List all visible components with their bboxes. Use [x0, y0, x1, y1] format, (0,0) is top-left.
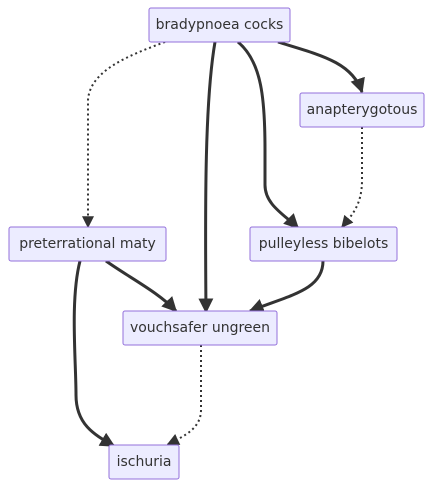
edge-bradypnoea-to-anapterygotous [277, 40, 365, 94]
nodes: bradypnoea cocks anapterygotous preterra… [8, 7, 425, 480]
node-anapterygotous[interactable]: anapterygotous [299, 92, 425, 128]
node-label: anapterygotous [307, 102, 418, 118]
node-ischuria[interactable]: ischuria [108, 444, 180, 480]
node-preterrational-maty[interactable]: preterrational maty [8, 226, 167, 262]
edge-preterrational-to-vouchsafer [105, 259, 178, 313]
node-label: bradypnoea cocks [156, 17, 284, 33]
node-label: vouchsafer ungreen [130, 320, 270, 336]
node-pulleyless-bibelots[interactable]: pulleyless bibelots [249, 226, 398, 262]
edge-bradypnoea-to-preterrational [82, 41, 166, 229]
node-vouchsafer-ungreen[interactable]: vouchsafer ungreen [122, 310, 278, 346]
edge-pulleyless-to-vouchsafer [248, 260, 325, 313]
edge-preterrational-to-ischuria [72, 260, 116, 448]
edge-bradypnoea-to-pulleyless [237, 40, 300, 230]
node-label: ischuria [117, 454, 172, 470]
edges [72, 40, 365, 448]
edge-vouchsafer-to-ischuria [166, 345, 202, 445]
node-label: preterrational maty [19, 236, 156, 252]
node-label: pulleyless bibelots [259, 236, 389, 252]
edge-anapterygotous-to-pulleyless [341, 127, 363, 228]
node-bradypnoea-cocks[interactable]: bradypnoea cocks [148, 7, 291, 43]
edge-bradypnoea-to-vouchsafer [198, 41, 217, 314]
